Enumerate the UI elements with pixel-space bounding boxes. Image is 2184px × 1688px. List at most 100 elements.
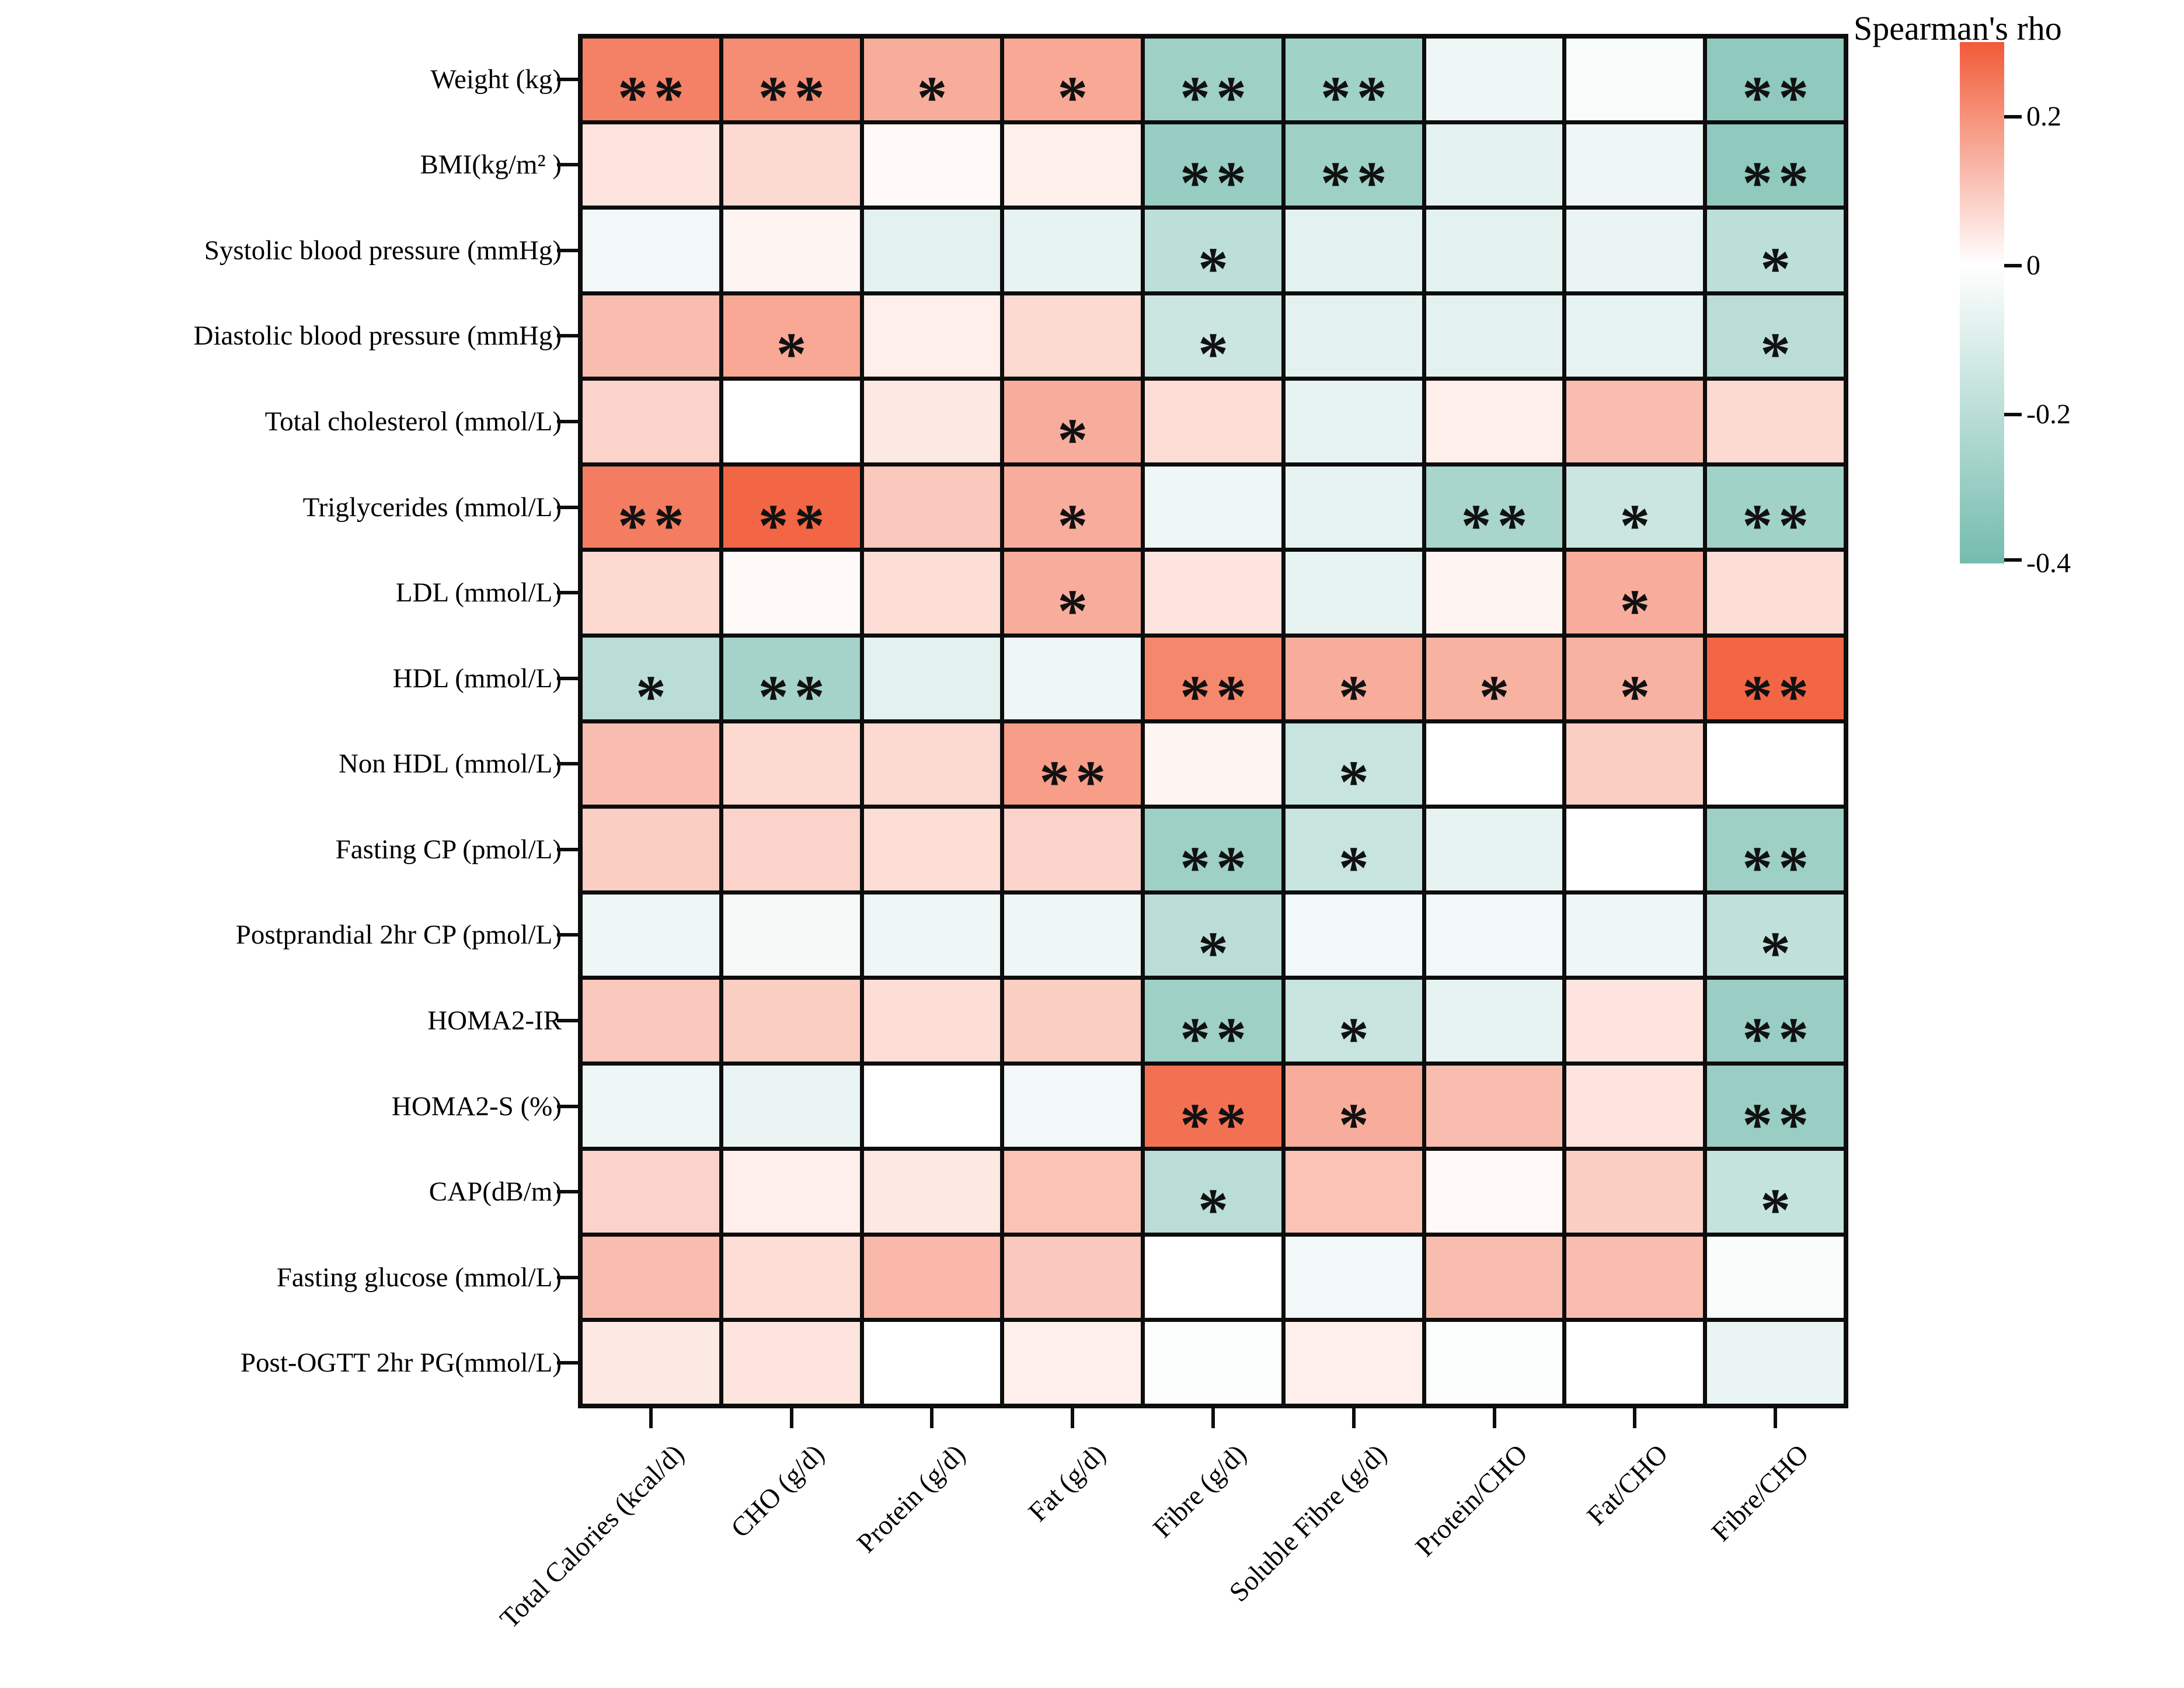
y-axis-tick: [557, 1190, 578, 1194]
x-axis-tick: [930, 1408, 934, 1428]
heatmap-cell: **: [1707, 809, 1844, 890]
colorbar-tick-label: -0.4: [2026, 548, 2071, 579]
significance-asterisks: **: [1461, 492, 1534, 548]
heatmap-cell: **: [723, 637, 860, 719]
heatmap-cell: [583, 1065, 719, 1147]
heatmap-cell: [1145, 381, 1281, 462]
column-label: Fat (g/d): [1022, 1439, 1112, 1528]
heatmap-cell: [1426, 381, 1563, 462]
heatmap-cell: **: [1707, 39, 1844, 120]
y-axis-tick: [557, 676, 578, 680]
heatmap-cell: **: [723, 39, 860, 120]
heatmap-cell: [863, 295, 1001, 377]
significance-asterisks: *: [1619, 663, 1656, 719]
significance-asterisks: **: [1320, 64, 1393, 120]
heatmap-cell: [863, 894, 1001, 976]
x-axis-tick: [1211, 1408, 1215, 1428]
significance-asterisks: **: [1179, 1091, 1252, 1147]
heatmap-cell: [583, 1236, 719, 1318]
significance-asterisks: *: [1760, 321, 1797, 377]
heatmap-cell: **: [1707, 980, 1844, 1061]
heatmap-cell: **: [1145, 980, 1281, 1061]
heatmap-cell: [723, 124, 860, 206]
colorbar-tick-label: 0.2: [2026, 100, 2061, 132]
heatmap-cell: [723, 210, 860, 291]
heatmap-cell: *: [1426, 637, 1563, 719]
heatmap-cell: [723, 894, 860, 976]
significance-asterisks: *: [1057, 577, 1094, 634]
significance-asterisks: **: [1742, 663, 1815, 719]
heatmap-cell: **: [1707, 124, 1844, 206]
heatmap-cell: [1004, 894, 1141, 976]
x-axis-tick: [1492, 1408, 1496, 1428]
heatmap-cell: [723, 1151, 860, 1233]
row-label: HOMA2-S (%): [391, 1091, 562, 1122]
heatmap-cell: [1285, 295, 1422, 377]
heatmap-cell: [1004, 295, 1141, 377]
heatmap-cell: *: [863, 39, 1001, 120]
colorbar-tick: [2004, 412, 2022, 416]
colorbar-tick: [2004, 263, 2022, 267]
significance-asterisks: *: [1479, 663, 1516, 719]
heatmap-cell: [1285, 1322, 1422, 1404]
heatmap-cell: [1566, 1236, 1704, 1318]
heatmap-cell: [1145, 1322, 1281, 1404]
row-label: HOMA2-IR: [427, 1005, 562, 1036]
y-axis-tick: [557, 334, 578, 338]
heatmap-cell: [1285, 1236, 1422, 1318]
y-axis-tick: [557, 933, 578, 937]
heatmap-cell: *: [1707, 894, 1844, 976]
heatmap-cell: [1004, 1065, 1141, 1147]
heatmap-cell: *: [1145, 1151, 1281, 1233]
heatmap-cell: [863, 466, 1001, 548]
heatmap-cell: **: [723, 466, 860, 548]
heatmap-cell: [1004, 124, 1141, 206]
row-label: Fasting glucose (mmol/L): [276, 1262, 562, 1293]
colorbar-tick-label: -0.2: [2026, 398, 2071, 430]
colorbar: [1960, 42, 2004, 563]
heatmap-cell: [1707, 723, 1844, 805]
heatmap-cell: [1285, 381, 1422, 462]
heatmap-cell: **: [1285, 124, 1422, 206]
heatmap-cell: [863, 124, 1001, 206]
heatmap-cell: [1566, 210, 1704, 291]
heatmap-cell: [1004, 980, 1141, 1061]
heatmap-cell: *: [1285, 980, 1422, 1061]
heatmap-cell: [583, 809, 719, 890]
significance-asterisks: **: [1179, 663, 1252, 719]
y-axis-tick: [557, 248, 578, 252]
row-label: Fasting CP (pmol/L): [335, 834, 562, 865]
heatmap-cell: [1566, 980, 1704, 1061]
heatmap-cell: [1426, 124, 1563, 206]
heatmap-cell: **: [583, 39, 719, 120]
y-axis-tick: [557, 1018, 578, 1022]
heatmap-cell: [583, 980, 719, 1061]
heatmap-cell: [1566, 124, 1704, 206]
heatmap-cell: [1004, 637, 1141, 719]
significance-asterisks: **: [1742, 1005, 1815, 1061]
heatmap-cell: [1426, 980, 1563, 1061]
heatmap-cell: [583, 295, 719, 377]
heatmap-cell: **: [1145, 124, 1281, 206]
significance-asterisks: *: [776, 321, 813, 377]
heatmap-cell: [583, 723, 719, 805]
heatmap-cell: [863, 980, 1001, 1061]
heatmap-cell: [1426, 1322, 1563, 1404]
heatmap-cell: [863, 723, 1001, 805]
heatmap-cell: [1426, 1065, 1563, 1147]
heatmap-cell: [583, 552, 719, 634]
heatmap-cell: **: [1145, 1065, 1281, 1147]
significance-asterisks: **: [1742, 834, 1815, 890]
significance-asterisks: **: [1742, 1091, 1815, 1147]
significance-asterisks: **: [1742, 149, 1815, 206]
column-label: Protein/CHO: [1409, 1439, 1534, 1563]
heatmap-cell: [1566, 894, 1704, 976]
y-axis-tick: [557, 1104, 578, 1108]
significance-asterisks: *: [1057, 492, 1094, 548]
heatmap-cell: [1004, 809, 1141, 890]
heatmap-cell: [723, 1236, 860, 1318]
significance-asterisks: *: [1619, 492, 1656, 548]
heatmap-cell: [863, 1236, 1001, 1318]
heatmap-cell: [1566, 723, 1704, 805]
